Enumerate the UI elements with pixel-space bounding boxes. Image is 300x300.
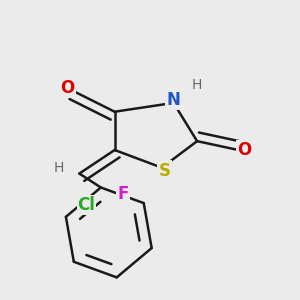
Text: F: F [117,185,129,203]
Text: N: N [167,91,181,109]
Text: H: H [192,78,202,92]
Text: Cl: Cl [78,196,95,214]
Text: O: O [237,141,251,159]
Text: O: O [60,79,75,97]
Text: H: H [53,161,64,175]
Text: S: S [159,162,171,180]
